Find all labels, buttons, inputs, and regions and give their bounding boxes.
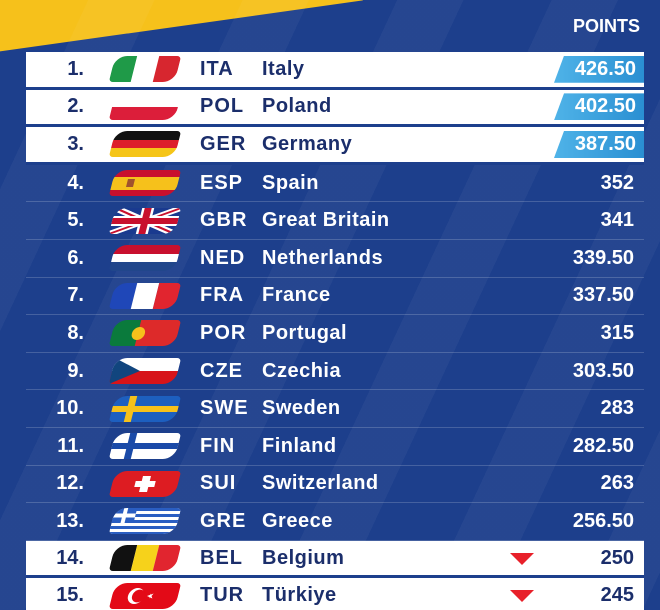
country-code: ITA — [200, 57, 234, 80]
rank: 3. — [67, 132, 84, 155]
country-name: Italy — [262, 57, 305, 80]
rank: 6. — [67, 246, 84, 269]
table-row: 6. NED Netherlands 339.50 — [26, 240, 644, 278]
netherlands-flag-icon — [108, 245, 182, 272]
rank: 1. — [67, 57, 84, 80]
country-code: CZE — [200, 359, 243, 382]
points-column-header: POINTS — [572, 16, 640, 36]
table-row: 3. GER Germany 387.50 — [26, 127, 644, 165]
country-name: Netherlands — [262, 246, 384, 269]
points-value: 402.50 — [554, 93, 644, 121]
points-value: 337.50 — [572, 284, 634, 307]
rank: 13. — [56, 509, 84, 532]
points-value: 282.50 — [572, 434, 634, 457]
country-name: France — [262, 284, 331, 307]
points-value: 387.50 — [554, 130, 644, 158]
country-name: Finland — [262, 434, 337, 457]
points-value: 250 — [600, 546, 634, 569]
country-name: Sweden — [262, 397, 341, 420]
sweden-flag-icon — [108, 395, 182, 422]
czechia-flag-icon — [108, 358, 182, 385]
country-name: Great Britain — [262, 209, 390, 232]
country-code: BEL — [200, 546, 243, 569]
points-value: 263 — [600, 472, 634, 495]
points-value: 341 — [600, 209, 634, 232]
finland-flag-icon — [108, 433, 182, 460]
points-value: 315 — [600, 321, 634, 344]
country-code: POL — [200, 95, 245, 118]
table-row: 13. GRE Greece 256.50 — [26, 503, 644, 541]
belgium-flag-icon — [108, 545, 182, 572]
rank: 4. — [67, 171, 84, 194]
rank: 9. — [67, 359, 84, 382]
points-value: 245 — [600, 584, 634, 607]
rank: 5. — [67, 209, 84, 232]
country-name: Czechia — [262, 359, 342, 382]
table-row: 9. CZE Czechia 303.50 — [26, 353, 644, 391]
points-value: 352 — [600, 171, 634, 194]
points-value: 303.50 — [572, 359, 634, 382]
switzerland-flag-icon — [108, 470, 182, 497]
country-code: FIN — [200, 434, 236, 457]
relegation-down-arrow-icon — [510, 552, 534, 565]
table-row: 15. TUR Türkiye 245 — [26, 578, 644, 610]
table-row: 11. FIN Finland 282.50 — [26, 428, 644, 466]
points-value: 256.50 — [572, 509, 634, 532]
country-code: GRE — [200, 509, 247, 532]
rank: 15. — [56, 584, 84, 607]
table-row: 14. BEL Belgium 250 — [26, 540, 644, 579]
rank: 8. — [67, 321, 84, 344]
great-britain-flag-icon — [108, 207, 182, 234]
table-row: 12. SUI Switzerland 263 — [26, 466, 644, 504]
country-code: SWE — [200, 397, 249, 420]
country-code: FRA — [200, 284, 245, 307]
rank: 11. — [57, 434, 84, 457]
country-name: Spain — [262, 171, 319, 194]
points-value: 339.50 — [572, 246, 634, 269]
table-row: 8. POR Portugal 315 — [26, 315, 644, 353]
points-value: 426.50 — [554, 55, 644, 83]
germany-flag-icon — [108, 131, 182, 158]
country-code: ESP — [200, 171, 244, 194]
table-row: 7. FRA France 337.50 — [26, 278, 644, 316]
country-name: Portugal — [262, 321, 348, 344]
country-name: Germany — [262, 132, 353, 155]
turkiye-flag-icon — [108, 582, 182, 609]
standings-table: 1. ITA Italy 426.50 2. POL Poland 402.50… — [26, 52, 644, 610]
table-row: 4. ESP Spain 352 — [26, 165, 644, 203]
country-code: POR — [200, 321, 247, 344]
country-name: Türkiye — [262, 584, 337, 607]
relegation-down-arrow-icon — [510, 590, 534, 603]
italy-flag-icon — [108, 56, 182, 83]
country-name: Belgium — [262, 546, 345, 569]
table-row: 10. SWE Sweden 283 — [26, 390, 644, 428]
rank: 7. — [67, 284, 84, 307]
poland-flag-icon — [108, 93, 182, 120]
country-code: NED — [200, 246, 246, 269]
country-code: GER — [200, 132, 247, 155]
country-code: SUI — [200, 472, 237, 495]
rank: 10. — [56, 397, 84, 420]
country-code: TUR — [200, 584, 245, 607]
table-row: 2. POL Poland 402.50 — [26, 89, 644, 128]
france-flag-icon — [108, 282, 182, 309]
country-code: GBR — [200, 209, 248, 232]
country-name: Poland — [262, 95, 332, 118]
rank: 2. — [67, 95, 84, 118]
spain-flag-icon — [108, 170, 182, 197]
table-row: 5. GBR Great Britain 341 — [26, 202, 644, 240]
greece-flag-icon — [108, 508, 182, 535]
portugal-flag-icon — [108, 320, 182, 347]
country-name: Switzerland — [262, 472, 379, 495]
rank: 14. — [56, 546, 84, 569]
table-row: 1. ITA Italy 426.50 — [26, 52, 644, 90]
rank: 12. — [56, 472, 84, 495]
country-name: Greece — [262, 509, 333, 532]
points-value: 283 — [600, 397, 634, 420]
